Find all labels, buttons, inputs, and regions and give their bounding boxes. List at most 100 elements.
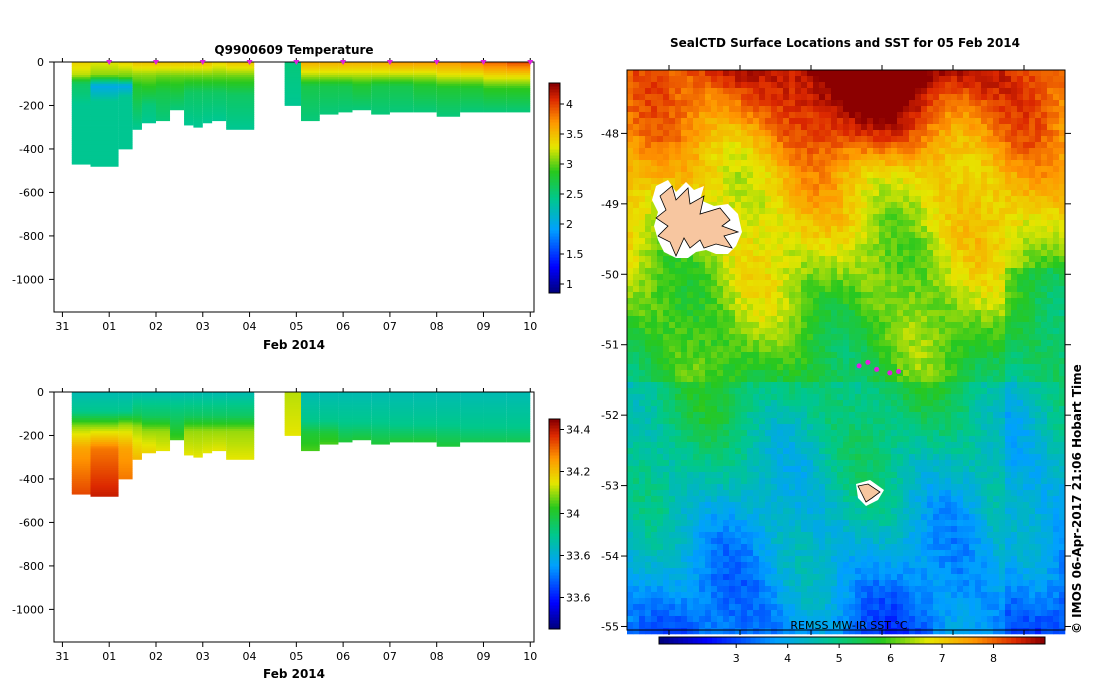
profile-6 xyxy=(155,62,171,122)
sst-cell xyxy=(1029,298,1036,305)
x-tick-label: 09 xyxy=(476,650,490,663)
sst-cell xyxy=(1005,184,1012,191)
sst-cell xyxy=(927,142,934,149)
sst-cell xyxy=(651,94,658,101)
sst-cell xyxy=(879,160,886,167)
sst-cell xyxy=(837,148,844,155)
sst-cell xyxy=(855,316,862,323)
profile-cell xyxy=(118,133,133,137)
sst-cell xyxy=(951,136,958,143)
sst-cell xyxy=(645,268,652,275)
profile-cell xyxy=(436,433,461,436)
sst-cell xyxy=(963,142,970,149)
profile-cell xyxy=(118,125,133,128)
sst-cell xyxy=(789,142,796,149)
sst-cell xyxy=(915,268,922,275)
sst-cell xyxy=(771,292,778,299)
profile-cell xyxy=(371,79,390,82)
sst-cell xyxy=(759,304,766,311)
sst-cell xyxy=(711,160,718,167)
sst-cell xyxy=(777,310,784,317)
sst-cell xyxy=(987,268,994,275)
profile-cell xyxy=(71,66,91,69)
profile-cell xyxy=(132,424,142,428)
sst-cell xyxy=(897,256,904,263)
profile-cell xyxy=(483,428,507,432)
sst-cell xyxy=(1047,256,1054,263)
sst-cell xyxy=(627,232,634,239)
sst-cell xyxy=(909,220,916,227)
sst-cell xyxy=(747,238,754,245)
sst-cell xyxy=(645,304,652,311)
x-tick-label: 06 xyxy=(336,650,350,663)
profile-cell xyxy=(319,64,339,67)
sst-cell xyxy=(831,214,838,221)
sst-cell xyxy=(1017,238,1024,245)
sst-cell xyxy=(825,88,832,95)
sst-cell xyxy=(873,274,880,281)
sst-cell xyxy=(771,220,778,227)
sst-cell xyxy=(627,148,634,155)
sst-cell xyxy=(843,184,850,191)
profile-cell xyxy=(352,409,372,412)
sst-cell xyxy=(639,232,646,239)
sst-cell xyxy=(633,298,640,305)
profile-cell xyxy=(212,112,227,115)
profile-cell xyxy=(212,62,227,65)
sst-cell xyxy=(999,112,1006,119)
sst-cell xyxy=(627,154,634,161)
x-tick-label: 31 xyxy=(55,650,69,663)
profile-cell xyxy=(90,483,119,486)
sst-cell xyxy=(885,334,892,341)
sst-cell xyxy=(891,292,898,299)
sst-cell xyxy=(795,172,802,179)
sst-cell xyxy=(741,154,748,161)
temperature-axes-frame xyxy=(53,61,535,313)
sst-cell xyxy=(861,244,868,251)
sst-cell xyxy=(681,292,688,299)
y-tick-label: 0 xyxy=(37,386,44,399)
colorbar-swatch xyxy=(549,284,560,288)
sst-cell xyxy=(909,226,916,233)
sst-cell xyxy=(945,292,952,299)
profile-cell xyxy=(436,396,461,399)
sst-cell xyxy=(639,328,646,335)
sst-cell xyxy=(717,124,724,131)
sst-cell xyxy=(975,292,982,299)
sst-cell xyxy=(885,82,892,89)
sst-cell xyxy=(771,154,778,161)
profile-cell xyxy=(155,444,171,447)
profile-cell xyxy=(352,407,372,410)
sst-cell xyxy=(735,190,742,197)
sst-cell xyxy=(711,340,718,347)
profile-cell xyxy=(90,457,119,460)
sst-cell xyxy=(885,106,892,113)
sst-cell xyxy=(867,262,874,269)
sst-cell xyxy=(873,160,880,167)
profile-cell xyxy=(193,413,203,417)
sst-cell xyxy=(957,88,964,95)
sst-cell xyxy=(723,160,730,167)
sst-cell xyxy=(1053,220,1060,227)
sst-cell xyxy=(963,256,970,263)
sst-cell xyxy=(825,274,832,281)
sst-cell xyxy=(819,118,826,125)
profile-cell xyxy=(118,415,133,419)
profile-cell xyxy=(226,81,255,85)
profile-cell xyxy=(141,114,156,117)
profile-cell xyxy=(170,396,185,399)
sst-cell xyxy=(657,82,664,89)
profile-cell xyxy=(338,431,353,434)
colorbar-swatch xyxy=(549,206,560,210)
profile-cell xyxy=(389,83,414,87)
sst-cell xyxy=(741,316,748,323)
sst-cell xyxy=(921,232,928,239)
sst-cell xyxy=(855,268,862,275)
sst-cell xyxy=(813,172,820,179)
sst-cell xyxy=(855,304,862,311)
sst-cell xyxy=(639,160,646,167)
sst-cell xyxy=(663,340,670,347)
sst-cell xyxy=(957,304,964,311)
sst-cell xyxy=(783,208,790,215)
